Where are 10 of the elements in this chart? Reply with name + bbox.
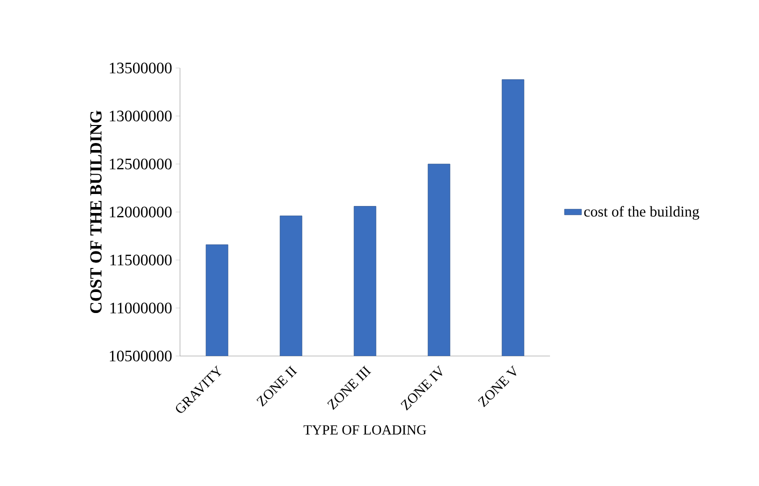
y-tick-label: 10500000 bbox=[110, 350, 172, 362]
legend-label: cost of the building bbox=[584, 206, 700, 220]
x-axis-title: TYPE OF LOADING bbox=[304, 425, 426, 435]
y-tick-label: 12000000 bbox=[110, 206, 172, 218]
y-tick-label: 11500000 bbox=[110, 254, 172, 266]
y-tick-label: 13000000 bbox=[110, 110, 172, 122]
y-tick-label: 13500000 bbox=[110, 62, 172, 74]
y-tick-label: 12500000 bbox=[110, 158, 172, 170]
y-axis-title: COST OF THE BUILDING bbox=[90, 110, 102, 314]
y-tick-label: 11000000 bbox=[110, 302, 172, 314]
